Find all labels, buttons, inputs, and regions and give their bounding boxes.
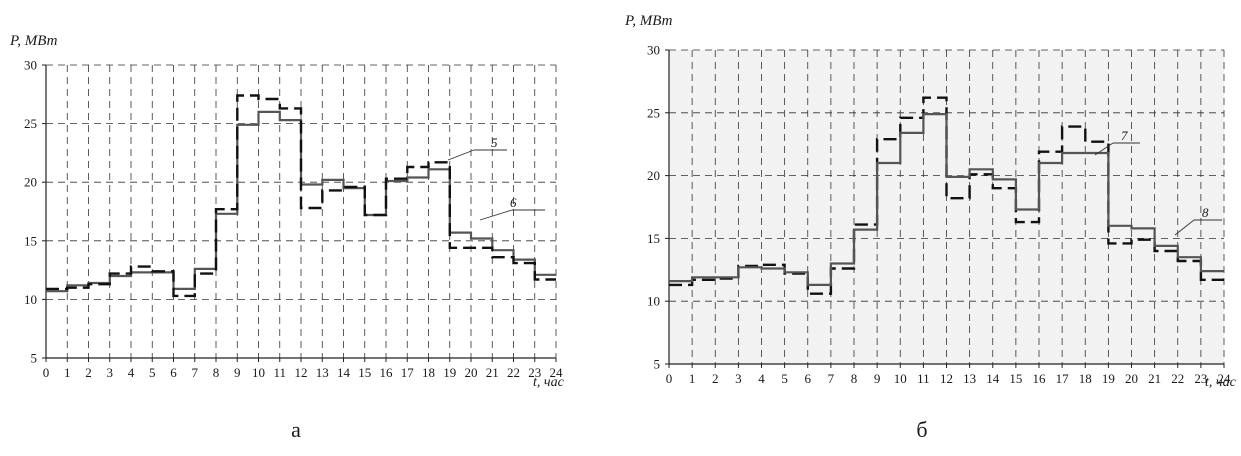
x-tick-label: 21 — [1148, 371, 1161, 386]
x-axis-label: t, час — [1205, 375, 1237, 390]
x-tick-label: 11 — [917, 371, 930, 386]
y-tick-label: 25 — [24, 116, 37, 131]
x-tick-label: 4 — [758, 371, 765, 386]
x-tick-label: 20 — [1125, 371, 1138, 386]
x-tick-label: 10 — [894, 371, 907, 386]
x-tick-label: 11 — [273, 365, 286, 380]
x-tick-label: 3 — [735, 371, 742, 386]
x-tick-label: 18 — [1079, 371, 1092, 386]
x-tick-label: 17 — [401, 365, 415, 380]
x-tick-label: 24 — [1218, 371, 1232, 386]
x-tick-label: 12 — [295, 365, 308, 380]
label-leader — [479, 209, 513, 221]
y-tick-label: 20 — [647, 168, 660, 183]
x-tick-label: 21 — [486, 365, 499, 380]
panel-label: б — [916, 417, 927, 442]
x-tick-label: 9 — [234, 365, 241, 380]
x-tick-label: 15 — [1009, 371, 1022, 386]
x-tick-label: 15 — [358, 365, 371, 380]
x-tick-label: 7 — [828, 371, 835, 386]
x-tick-label: 14 — [986, 371, 1000, 386]
x-tick-label: 10 — [252, 365, 265, 380]
x-tick-label: 16 — [380, 365, 394, 380]
x-tick-label: 0 — [666, 371, 673, 386]
x-tick-label: 6 — [170, 365, 177, 380]
x-tick-label: 0 — [43, 365, 50, 380]
x-tick-label: 13 — [316, 365, 329, 380]
series-line-8 — [669, 113, 1224, 286]
curve-label-5: 5 — [491, 135, 498, 150]
x-tick-label: 1 — [689, 371, 696, 386]
y-tick-label: 15 — [24, 233, 37, 248]
x-tick-label: 17 — [1056, 371, 1070, 386]
x-tick-label: 1 — [64, 365, 71, 380]
x-tick-label: 9 — [874, 371, 881, 386]
y-tick-label: 10 — [647, 294, 660, 309]
label-leader — [447, 149, 475, 161]
x-tick-label: 22 — [507, 365, 520, 380]
x-tick-label: 7 — [192, 365, 199, 380]
x-tick-label: 23 — [528, 365, 541, 380]
x-axis-label: t, час — [533, 375, 565, 390]
label-leader — [1174, 219, 1195, 236]
x-tick-label: 13 — [963, 371, 976, 386]
y-tick-label: 5 — [654, 357, 661, 372]
x-tick-label: 3 — [107, 365, 114, 380]
x-tick-label: 5 — [149, 365, 156, 380]
y-tick-label: 30 — [647, 43, 660, 58]
y-tick-label: 30 — [24, 58, 37, 73]
x-tick-label: 14 — [337, 365, 351, 380]
y-tick-label: 20 — [24, 175, 37, 190]
curve-label-6: 6 — [510, 195, 517, 210]
x-tick-label: 2 — [712, 371, 719, 386]
series-line-6 — [46, 94, 556, 298]
x-tick-label: 24 — [550, 365, 564, 380]
x-tick-label: 19 — [443, 365, 456, 380]
x-tick-label: 22 — [1171, 371, 1184, 386]
label-leader — [1094, 142, 1114, 156]
y-axis-label: P, МВт — [624, 13, 673, 29]
x-tick-label: 12 — [940, 371, 953, 386]
x-tick-label: 16 — [1033, 371, 1047, 386]
y-tick-label: 25 — [647, 105, 660, 120]
curve-label-8: 8 — [1202, 205, 1209, 220]
x-tick-label: 6 — [805, 371, 812, 386]
x-tick-label: 8 — [851, 371, 858, 386]
y-tick-label: 10 — [24, 292, 37, 307]
x-tick-label: 18 — [422, 365, 435, 380]
x-tick-label: 23 — [1194, 371, 1207, 386]
x-tick-label: 5 — [781, 371, 788, 386]
curve-label-7: 7 — [1121, 128, 1128, 143]
x-tick-label: 8 — [213, 365, 220, 380]
y-axis-label: P, МВт — [9, 33, 58, 49]
y-tick-label: 5 — [31, 351, 38, 366]
x-tick-label: 20 — [465, 365, 478, 380]
x-tick-label: 19 — [1102, 371, 1115, 386]
x-tick-label: 4 — [128, 365, 135, 380]
y-tick-label: 15 — [647, 231, 660, 246]
panel-label: а — [291, 417, 301, 442]
x-tick-label: 2 — [85, 365, 92, 380]
